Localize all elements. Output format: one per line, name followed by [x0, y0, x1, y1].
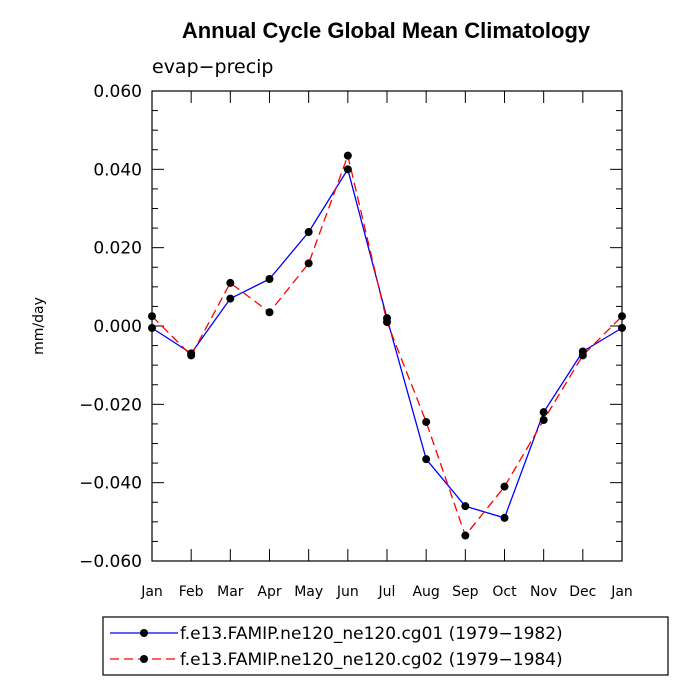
series-2-point — [304, 259, 313, 268]
series-2-point — [226, 278, 235, 287]
series-1-point — [422, 455, 431, 464]
x-tick-label: Apr — [257, 584, 281, 600]
x-tick-label: Jan — [610, 584, 633, 600]
legend-label-1: f.e13.FAMIP.ne120_ne120.cg01 (1979−1982) — [180, 624, 563, 644]
legend-marker-1 — [140, 629, 148, 637]
series-1-point — [618, 323, 626, 332]
y-tick-label: 0.060 — [93, 82, 142, 102]
series-line-1 — [151, 167, 623, 519]
series-2-point — [422, 417, 431, 426]
legend-box — [102, 616, 669, 676]
series-2-point — [383, 318, 391, 327]
x-tick-label: Jan — [140, 584, 163, 600]
series-1-point — [265, 275, 274, 283]
y-tick-label: −0.060 — [79, 552, 142, 572]
legend-label-2: f.e13.FAMIP.ne120_ne120.cg02 (1979−1984) — [180, 650, 563, 670]
y-tick-label: −0.020 — [79, 395, 142, 415]
y-tick-label: 0.040 — [93, 160, 142, 180]
y-axis-label: mm/day — [31, 297, 47, 355]
x-tick-label: Jul — [378, 584, 396, 600]
series-1-point — [500, 513, 509, 522]
series-2-point — [187, 351, 196, 360]
series-1-point — [304, 228, 313, 236]
series-1-point — [343, 165, 352, 174]
series-2-point — [148, 312, 156, 321]
x-tick-label: Sep — [452, 584, 479, 600]
series-2-point — [618, 312, 626, 321]
x-tick-label: May — [294, 584, 323, 600]
y-tick-label: 0.020 — [93, 239, 142, 259]
y-tick-label: 0.000 — [93, 317, 142, 337]
x-tick-label: Feb — [179, 584, 204, 600]
y-tick-label: −0.040 — [79, 474, 142, 494]
x-tick-label: Oct — [492, 584, 517, 600]
x-tick-label: Jun — [336, 584, 359, 600]
x-tick-label: Aug — [412, 584, 439, 600]
x-tick-label: Dec — [569, 584, 596, 600]
legend-marker-2 — [140, 655, 148, 663]
series-1-point — [148, 323, 156, 332]
legend: f.e13.FAMIP.ne120_ne120.cg01 (1979−1982)… — [110, 624, 563, 670]
x-tick-label: Mar — [217, 584, 244, 600]
series-2-point — [265, 308, 274, 317]
chart-subtitle: evap−precip — [152, 56, 274, 78]
series-2-point — [500, 482, 509, 491]
series-1-point — [461, 502, 470, 511]
series-1-point — [539, 408, 548, 417]
y-tick-labels: −0.060 −0.040 −0.020 0.000 0.020 0.040 0.060 — [79, 82, 142, 572]
series-2-point — [461, 531, 470, 540]
series-line-2 — [151, 153, 623, 537]
series-layer — [148, 151, 626, 540]
series-2-point — [343, 151, 352, 160]
axis-ticks — [151, 90, 623, 562]
series-1-point — [226, 294, 235, 303]
series-2-point — [539, 416, 548, 424]
x-tick-label: Nov — [530, 584, 557, 600]
series-2-point — [578, 351, 587, 360]
chart-title: Annual Cycle Global Mean Climatology — [182, 18, 591, 43]
x-tick-labels: Jan Feb Mar Apr May Jun Jul Aug Sep Oct Nov Dec Jan — [140, 584, 633, 600]
